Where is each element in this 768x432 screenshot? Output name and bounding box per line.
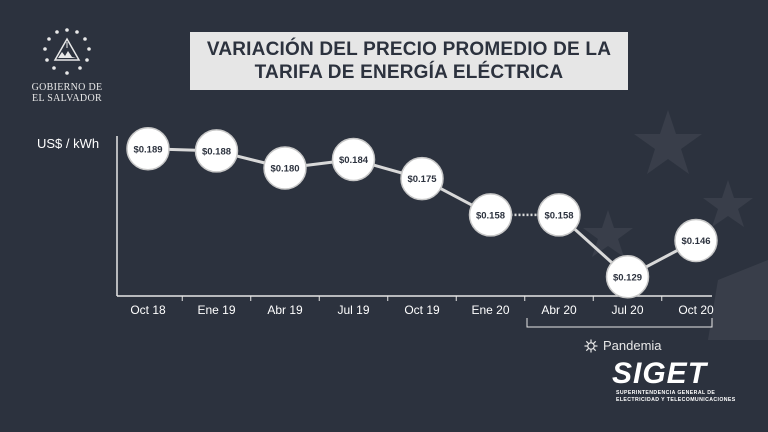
x-tick-label: Abr 19 [267,303,303,317]
data-label: $0.188 [202,146,231,157]
x-tick-label: Ene 20 [471,303,509,317]
data-label: $0.158 [476,210,505,221]
chart-title: VARIACIÓN DEL PRECIO PROMEDIO DE LA TARI… [190,32,628,90]
siget-subtitle-line1: SUPERINTENDENCIA GENERAL DE [616,390,716,396]
pandemia-bracket [526,318,713,328]
x-tick-label: Ene 19 [197,303,235,317]
x-tick-label: Jul 19 [337,303,369,317]
logo-text-line1: GOBIERNO DE [31,82,103,93]
x-tick-label: Oct 20 [678,303,714,317]
y-axis-label: US$ / kWh [37,136,99,151]
data-point [331,137,376,182]
data-label: $0.129 [613,272,642,283]
data-point [605,255,650,299]
x-tick-label: Jul 20 [611,303,643,317]
x-tick-label: Oct 18 [130,303,166,317]
x-tick-label: Abr 20 [541,303,577,317]
data-point [263,146,307,190]
data-label: $0.189 [133,144,162,155]
logo-text-line2: EL SALVADOR [32,93,102,104]
data-label: $0.184 [339,155,369,166]
pandemia-annotation: Pandemia [584,338,662,353]
siget-name: SIGET [612,357,708,390]
coat-of-arms-icon [43,28,91,75]
data-label: $0.180 [270,164,299,175]
siget-logo: SIGET SUPERINTENDENCIA GENERAL DE ELECTR… [612,358,742,403]
x-tick-label: Oct 19 [404,303,440,317]
data-point [126,127,170,171]
chart-title-line2: TARIFA DE ENERGÍA ELÉCTRICA [254,62,564,83]
virus-icon [584,339,598,352]
data-point [194,129,239,173]
pandemia-label: Pandemia [603,338,662,353]
data-point [468,193,513,237]
chart-title-line1: VARIACIÓN DEL PRECIO PROMEDIO DE LA [206,39,612,60]
siget-subtitle-line2: ELECTRICIDAD Y TELECOMUNICACIONES [616,396,736,403]
data-label: $0.175 [407,174,437,185]
data-point [400,156,444,201]
background-stars [583,110,768,340]
data-label: $0.146 [681,236,710,247]
data-point [674,218,718,263]
data-point [537,193,581,237]
government-logo: GOBIERNO DE EL SALVADOR [22,26,112,104]
data-label: $0.158 [544,210,573,221]
